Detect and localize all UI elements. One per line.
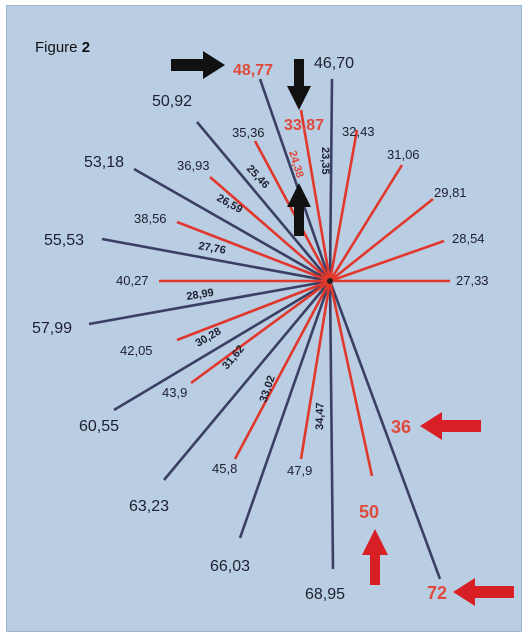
- red-arrows: [362, 412, 514, 606]
- ray-navy: [163, 280, 331, 481]
- label-32-43: 32,43: [342, 124, 375, 139]
- ray-origin: [327, 278, 333, 284]
- label-35-36: 35,36: [232, 125, 265, 140]
- ray-red: [253, 140, 332, 282]
- label-40-27: 40,27: [116, 273, 149, 288]
- rays-group: [88, 78, 450, 580]
- figure-caption: Figure 2: [35, 39, 90, 56]
- arrow-right-icon: [171, 51, 225, 79]
- label-63-23: 63,23: [129, 498, 169, 515]
- ray-red: [209, 176, 331, 282]
- label-48-77: 48,77: [233, 62, 273, 79]
- inner-label-23-35: 23,35: [319, 147, 331, 175]
- inner-label-25-46: 25,46: [244, 163, 272, 191]
- ray-navy: [328, 78, 334, 282]
- ray-navy: [196, 121, 331, 282]
- ray-red: [176, 279, 331, 342]
- ray-red: [299, 280, 332, 460]
- label-28-54: 28,54: [452, 231, 485, 246]
- label-31-06: 31,06: [387, 147, 420, 162]
- black-arrows: [171, 51, 311, 236]
- ray-diagram: 48,77 46,70 33,87 32,43 31,06 29,81 28,5…: [32, 51, 514, 606]
- label-53-18: 53,18: [84, 154, 124, 171]
- ray-red: [233, 280, 332, 460]
- ray-navy: [328, 280, 335, 570]
- label-45-8: 45,8: [212, 461, 237, 476]
- ray-navy: [101, 237, 331, 283]
- ray-red: [329, 239, 445, 283]
- figure-panel: Figure 2: [6, 5, 522, 632]
- label-60-55: 60,55: [79, 418, 119, 435]
- arrow-left-icon: [453, 578, 514, 606]
- ray-red: [299, 109, 332, 282]
- inner-label-33-02: 33,02: [257, 374, 277, 404]
- marker-labels: 36 50 72: [359, 417, 447, 603]
- arrow-down-icon: [287, 59, 311, 110]
- marker-label-36: 36: [391, 417, 411, 437]
- arrow-up-icon: [362, 529, 388, 585]
- label-27-33: 27,33: [456, 273, 489, 288]
- arrow-left-icon: [420, 412, 481, 440]
- ray-red: [328, 129, 359, 282]
- label-38-56: 38,56: [134, 211, 167, 226]
- ray-navy: [113, 279, 331, 412]
- label-66-03: 66,03: [210, 558, 250, 575]
- marker-label-72: 72: [427, 583, 447, 603]
- ray-red: [328, 164, 404, 282]
- ray-red: [176, 220, 331, 283]
- ray-navy: [88, 279, 331, 326]
- inner-label-27-76: 27,76: [197, 240, 226, 257]
- ray-navy: [238, 280, 332, 539]
- label-55-53: 55,53: [44, 232, 84, 249]
- inner-label-28-99: 28,99: [186, 287, 215, 303]
- figure-number: 2: [81, 39, 91, 56]
- ray-red: [329, 197, 434, 283]
- ray-red: [328, 280, 374, 477]
- inner-label-26-59: 26,59: [215, 192, 245, 216]
- arrow-up-icon: [287, 183, 311, 236]
- label-50-92: 50,92: [152, 93, 192, 110]
- label-43-9: 43,9: [162, 385, 187, 400]
- label-57-99: 57,99: [32, 320, 72, 337]
- inner-label-34-47: 34,47: [314, 402, 326, 430]
- ray-navy: [258, 78, 332, 282]
- label-33-87: 33,87: [284, 117, 324, 134]
- ray-navy: [328, 280, 442, 580]
- label-68-95: 68,95: [305, 586, 345, 603]
- label-47-9: 47,9: [287, 463, 312, 478]
- marker-label-50: 50: [359, 502, 379, 522]
- figure-word: Figure: [35, 39, 78, 56]
- label-36-93: 36,93: [177, 158, 210, 173]
- ray-navy: [133, 167, 331, 283]
- label-46-70: 46,70: [314, 55, 354, 72]
- ray-red: [190, 279, 331, 385]
- outer-labels: 48,77 46,70 33,87 32,43 31,06 29,81 28,5…: [32, 55, 489, 603]
- label-29-81: 29,81: [434, 185, 467, 200]
- label-42-05: 42,05: [120, 343, 153, 358]
